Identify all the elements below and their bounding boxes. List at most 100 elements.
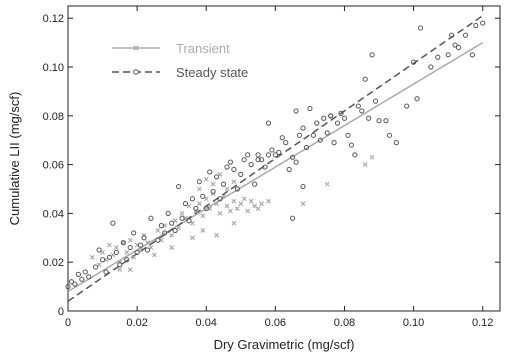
steady-state-point — [175, 183, 182, 190]
transient-point — [369, 154, 375, 160]
series-steady-state — [65, 20, 486, 290]
transient-fit-line — [67, 41, 484, 293]
steady-state-point — [106, 254, 113, 260]
steady-state-point — [317, 137, 323, 143]
steady-state-point — [334, 120, 341, 126]
steady-state-point — [231, 166, 237, 173]
steady-state-point — [414, 96, 420, 102]
y-tick-label: 0.04 — [43, 208, 64, 220]
steady-state-point — [79, 276, 85, 282]
data-points — [65, 20, 486, 290]
steady-state-point — [449, 32, 455, 38]
steady-state-point — [262, 164, 268, 170]
steady-state-point — [265, 120, 272, 126]
steady-state-point — [134, 249, 140, 256]
steady-state-point — [203, 205, 209, 212]
steady-state-point — [224, 164, 230, 170]
transient-point — [189, 235, 195, 241]
steady-state-point — [131, 230, 137, 236]
steady-state-point — [220, 181, 227, 187]
steady-state-point — [255, 157, 261, 163]
transient-point — [113, 245, 119, 250]
x-tick-label: 0.04 — [196, 317, 217, 329]
steady-state-point — [293, 108, 299, 114]
legend-marker — [133, 45, 139, 51]
transient-point — [228, 208, 233, 214]
steady-state-point — [293, 159, 299, 165]
steady-state-point — [258, 157, 265, 163]
transient-point — [200, 213, 206, 219]
steady-state-point — [366, 115, 372, 121]
transient-point — [131, 254, 137, 260]
steady-state-point — [369, 52, 375, 58]
transient-point — [231, 220, 237, 226]
steady-state-point — [372, 98, 379, 104]
transient-point — [210, 181, 216, 187]
steady-state-point — [172, 227, 178, 234]
transient-point — [241, 196, 247, 202]
steady-state-point — [265, 152, 272, 158]
steady-state-point — [158, 223, 164, 229]
x-tick-label: 0.12 — [472, 317, 493, 329]
steady-state-point — [141, 235, 147, 241]
steady-state-point — [238, 171, 244, 177]
steady-state-point — [445, 52, 451, 58]
steady-state-point — [148, 215, 154, 221]
steady-state-point — [165, 210, 171, 216]
transient-point — [145, 240, 150, 246]
transient-point — [252, 203, 258, 209]
steady-state-fit-line — [67, 15, 484, 302]
steady-state-point — [321, 115, 327, 121]
transient-point — [245, 208, 251, 214]
transient-point — [203, 176, 209, 182]
steady-state-point — [124, 257, 130, 263]
axes: 0 0.02 0.04 0.06 0.08 0.10 0.12 0 0.02 0.04 0.06 0.… — [43, 6, 500, 329]
steady-state-point — [245, 152, 251, 158]
steady-state-point — [117, 262, 123, 268]
steady-state-point — [383, 118, 389, 124]
steady-state-point — [328, 113, 334, 119]
transient-point — [107, 242, 112, 248]
steady-state-point — [352, 152, 358, 158]
steady-state-point — [207, 169, 213, 175]
transient-point — [169, 245, 175, 250]
steady-state-point — [93, 264, 99, 270]
steady-state-point — [120, 240, 126, 246]
steady-state-point — [234, 186, 240, 192]
steady-state-point — [82, 269, 88, 275]
steady-state-point — [435, 54, 441, 60]
steady-state-point — [324, 130, 330, 136]
steady-state-point — [452, 42, 458, 48]
steady-state-point — [276, 149, 282, 155]
steady-state-point — [272, 152, 278, 158]
steady-state-point — [303, 144, 310, 151]
x-tick-label: 0 — [65, 317, 71, 329]
steady-state-point — [144, 247, 151, 253]
y-tick-label: 0.12 — [43, 13, 64, 25]
y-tick-label: 0.08 — [43, 111, 64, 123]
x-tick-label: 0.10 — [403, 317, 424, 329]
legend-item: Steady state — [112, 65, 248, 80]
x-tick-label: 0.08 — [334, 317, 355, 329]
steady-state-point — [196, 179, 202, 185]
legend-label: Steady state — [176, 65, 248, 80]
steady-state-point — [269, 147, 275, 153]
steady-state-point — [127, 244, 133, 251]
y-tick-label: 0.02 — [43, 257, 64, 269]
y-tick-label: 0.10 — [43, 62, 64, 74]
steady-state-point — [455, 44, 462, 51]
y-axis-label: Cumulative LII (mg/scf) — [7, 92, 22, 226]
steady-state-point — [393, 140, 399, 146]
steady-state-point — [411, 59, 417, 65]
steady-state-point — [103, 269, 109, 275]
steady-state-point — [96, 247, 102, 253]
steady-state-point — [300, 183, 306, 190]
steady-state-point — [189, 196, 196, 202]
x-tick-label: 0.02 — [126, 317, 147, 329]
steady-state-point — [296, 132, 303, 138]
steady-state-point — [110, 220, 116, 226]
series-transient — [89, 154, 375, 272]
steady-state-point — [345, 132, 351, 138]
steady-state-point — [355, 103, 361, 109]
